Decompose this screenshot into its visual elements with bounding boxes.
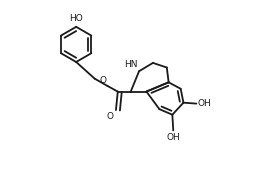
Text: HO: HO [69,14,83,23]
Text: O: O [107,112,114,121]
Text: OH: OH [197,99,211,108]
Text: O: O [100,76,107,85]
Text: OH: OH [166,133,180,142]
Text: HN: HN [124,60,137,69]
